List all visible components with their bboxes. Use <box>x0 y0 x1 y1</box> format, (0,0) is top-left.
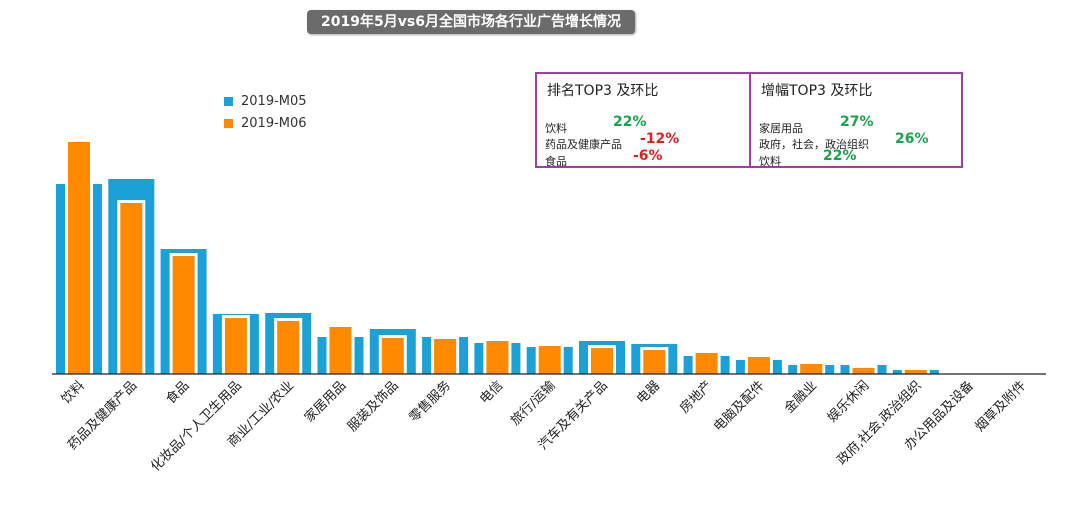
bar-2019-m06-5 <box>329 327 352 374</box>
growth-row-2-value: 26% <box>895 131 929 147</box>
bar-2019-m06-3 <box>224 318 247 374</box>
category-label-15: 娱乐休闲 <box>825 378 872 425</box>
bar-2019-m06-0 <box>68 142 90 374</box>
category-label-11: 电器 <box>634 378 663 407</box>
growth-box-title: 增幅TOP3 及环比 <box>761 83 873 99</box>
category-label-3: 化妆品/个人卫生用品 <box>148 378 244 474</box>
category-label-9: 旅行/运输 <box>507 378 558 429</box>
bar-2019-m06-4 <box>277 321 300 374</box>
bar-2019-m06-12 <box>695 353 718 374</box>
bar-2019-m06-2 <box>172 256 195 374</box>
bar-2019-m06-7 <box>434 339 457 374</box>
rank-row-1-name: 饮料 <box>545 122 567 135</box>
rank-top3-box: 排名TOP3 及环比 饮料 22% 药品及健康产品 -12% 食品 -6% <box>535 72 751 168</box>
bar-2019-m06-10 <box>591 348 613 374</box>
growth-row-3-value: 22% <box>823 148 857 164</box>
bar-2019-m06-16 <box>904 370 927 374</box>
category-label-2: 食品 <box>163 378 193 408</box>
growth-top3-box: 增幅TOP3 及环比 家居用品 27% 政府，社会，政治组织 26% 饮料 22… <box>749 72 963 168</box>
bar-2019-m06-15 <box>852 368 875 374</box>
legend-item-m06: 2019-M06 <box>224 112 307 134</box>
rank-row-2-name: 药品及健康产品 <box>545 138 622 151</box>
legend-swatch-m05 <box>224 96 233 106</box>
category-label-8: 电信 <box>477 378 506 407</box>
legend-swatch-m06 <box>224 118 233 128</box>
category-label-13: 电脑及配件 <box>711 378 768 435</box>
growth-row-3-name: 饮料 <box>759 155 781 168</box>
bar-2019-m06-1 <box>120 203 143 374</box>
growth-row-1-name: 家居用品 <box>759 122 803 135</box>
category-label-5: 家居用品 <box>301 378 349 426</box>
rank-row-3-value: -6% <box>633 148 663 164</box>
category-label-0: 饮料 <box>59 378 88 407</box>
legend: 2019-M05 2019-M06 <box>224 90 307 134</box>
category-label-12: 房地产 <box>677 378 716 417</box>
legend-label-m05: 2019-M05 <box>241 93 307 109</box>
growth-row-2-name: 政府，社会，政治组织 <box>759 138 869 151</box>
category-label-18: 烟草及附件 <box>973 378 1030 435</box>
bar-2019-m06-11 <box>643 350 666 374</box>
rank-row-3-name: 食品 <box>545 155 567 168</box>
chart-title: 2019年5月vs6月全国市场各行业广告增长情况 <box>307 10 635 34</box>
rank-row-2-value: -12% <box>640 131 680 147</box>
legend-item-m05: 2019-M05 <box>224 90 307 112</box>
category-label-6: 服装及饰品 <box>345 378 402 435</box>
bar-2019-m06-9 <box>538 346 561 374</box>
bar-2019-m06-13 <box>747 357 770 374</box>
bar-2019-m06-14 <box>800 364 823 374</box>
rank-box-title: 排名TOP3 及环比 <box>547 83 659 99</box>
category-label-7: 零售服务 <box>406 378 454 426</box>
bar-2019-m06-6 <box>381 338 404 374</box>
growth-row-1-value: 27% <box>840 114 874 130</box>
legend-label-m06: 2019-M06 <box>241 115 307 131</box>
bar-2019-m06-8 <box>486 341 509 374</box>
category-label-14: 金融业 <box>781 378 820 417</box>
rank-row-1-value: 22% <box>613 114 647 130</box>
